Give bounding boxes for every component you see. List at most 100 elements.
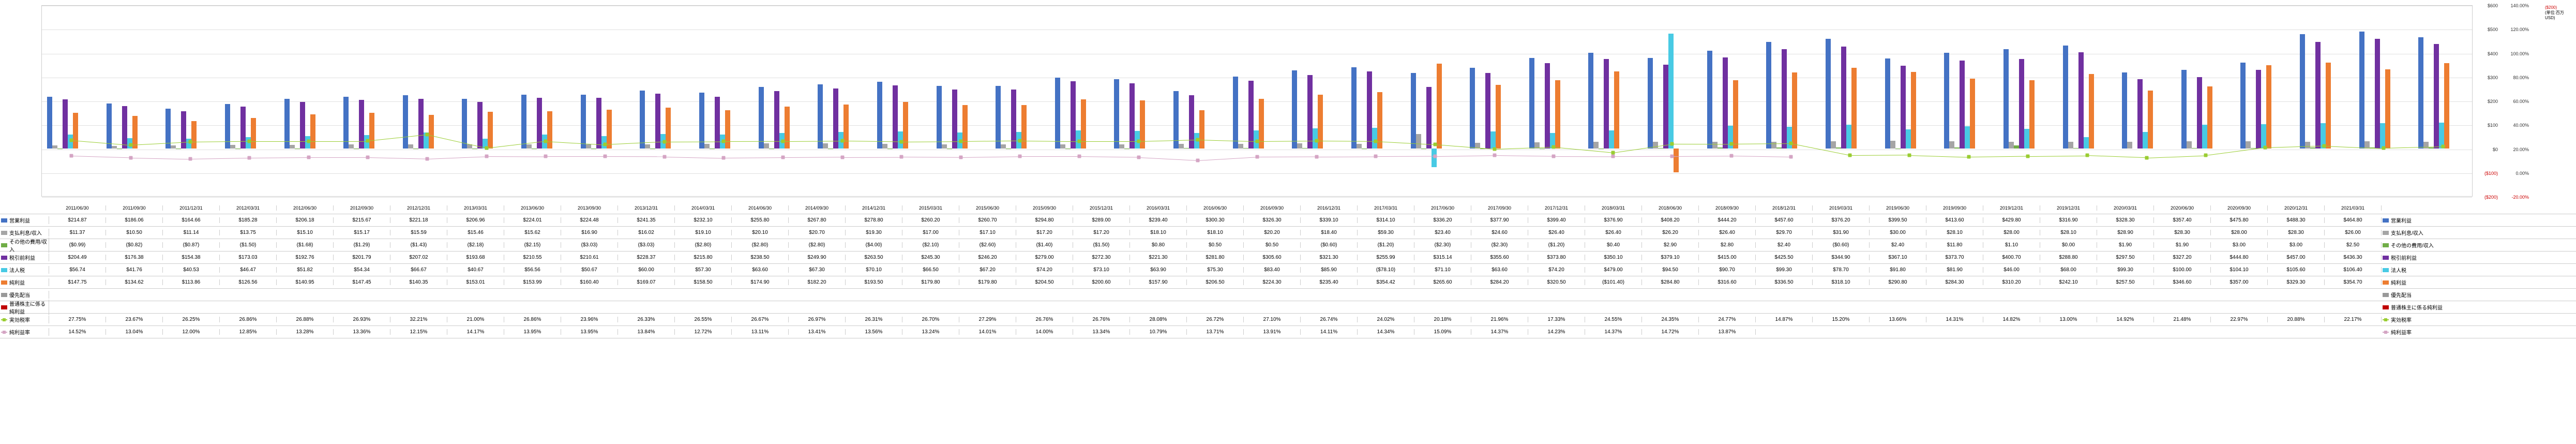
table-cell: $310.20 [1983, 279, 2040, 285]
table-cell: $158.50 [675, 279, 732, 285]
table-cell: $104.10 [2211, 267, 2268, 273]
table-cell: 20.88% [2268, 317, 2325, 322]
table-cell: ($0.99) [49, 242, 106, 248]
row-label-text: 法人税 [9, 268, 25, 274]
period-header: 2013/06/30 [504, 205, 561, 211]
table-cell: 23.67% [106, 317, 163, 322]
bar-支払利息/収入 [2305, 142, 2310, 149]
bar-税引前利益 [1782, 49, 1787, 149]
bar-営業利益 [581, 95, 586, 149]
table-cell: ($3.03) [618, 242, 675, 248]
table-cell: $26.40 [1528, 230, 1585, 235]
bar-税引前利益 [418, 99, 424, 149]
table-cell: $314.10 [1358, 217, 1414, 223]
legend-marker [2383, 280, 2389, 285]
bar-その他の費用/収入 [1836, 147, 1841, 148]
table-cell: 27.75% [49, 317, 106, 322]
bar-支払利息/収入 [1949, 141, 1954, 149]
bar-法人税 [2143, 132, 2148, 148]
financial-chart: ($200)($100)$0$100$200$300$400$500$600-2… [41, 5, 2473, 197]
table-cell: $74.20 [1016, 267, 1073, 273]
bar-支払利息/収入 [1001, 144, 1006, 149]
primary-axis-tick: $600 [2488, 3, 2498, 8]
bar-営業利益 [1233, 77, 1238, 149]
table-cell: $26.20 [1642, 230, 1699, 235]
bar-支払利息/収入 [349, 144, 354, 148]
table-cell: 14.37% [1585, 329, 1642, 335]
bar-支払利息/収入 [1771, 142, 1776, 148]
table-cell: $26.40 [1585, 230, 1642, 235]
secondary-axis-tick: 0.00% [2515, 171, 2529, 176]
bar-税引前利益 [1485, 73, 1490, 149]
legend-marker [1, 293, 7, 297]
table-cell: $400.70 [1983, 255, 2040, 260]
bar-純利益 [785, 107, 790, 149]
bar-純利益 [1496, 85, 1501, 149]
bar-税引前利益 [893, 85, 898, 149]
table-cell: $78.70 [1813, 267, 1870, 273]
table-cell: $210.61 [561, 255, 618, 260]
bar-営業利益 [1707, 51, 1712, 149]
bar-営業利益 [521, 95, 526, 149]
row-label-text: 純利益率 [9, 330, 30, 336]
table-cell: $290.80 [1870, 279, 1926, 285]
table-cell: $31.90 [1813, 230, 1870, 235]
table-cell: 13.24% [902, 329, 959, 335]
bar-法人税 [1313, 128, 1318, 149]
table-cell: 21.00% [447, 317, 504, 322]
table-cell: $415.00 [1699, 255, 1756, 260]
table-cell: 14.23% [1528, 329, 1585, 335]
table-cell: ($0.60) [1813, 242, 1870, 248]
bar-法人税 [2380, 123, 2385, 149]
table-cell: $235.40 [1301, 279, 1358, 285]
row-label-text: 税引前利益 [9, 256, 35, 261]
table-cell: $11.80 [1926, 242, 1983, 248]
axis-unit-label: ($200) (単位:百万USD) [2545, 5, 2573, 20]
bar-支払利息/収入 [1831, 141, 1836, 149]
table-cell: 13.56% [846, 329, 902, 335]
table-cell: $228.37 [618, 255, 675, 260]
primary-axis-unit: (単位:百万USD) [2545, 10, 2573, 20]
table-cell: 28.08% [1130, 317, 1187, 322]
legend-marker [2383, 268, 2389, 272]
table-cell: 17.33% [1528, 317, 1585, 322]
bar-税引前利益 [1129, 83, 1135, 149]
row-label-text-right: 営業利益 [2391, 218, 2412, 224]
table-cell: $249.90 [789, 255, 846, 260]
table-cell: $479.00 [1585, 267, 1642, 273]
period-header: 2012/03/31 [220, 205, 277, 211]
table-cell: ($4.00) [846, 242, 902, 248]
table-cell: $126.56 [220, 279, 277, 285]
table-cell: $105.60 [2268, 267, 2325, 273]
bar-純利益 [2385, 69, 2390, 148]
bar-純利益 [1318, 95, 1323, 149]
row-label-text: その他の費用/収入 [9, 240, 47, 253]
bar-支払利息/収入 [230, 145, 235, 148]
bar-営業利益 [877, 82, 882, 149]
legend-marker [1, 268, 7, 272]
table-cell: 15.20% [1813, 317, 1870, 322]
secondary-axis-tick: 140.00% [2510, 3, 2529, 8]
table-cell: 14.92% [2097, 317, 2154, 322]
table-cell: 22.17% [2325, 317, 2382, 322]
bar-営業利益 [759, 87, 764, 148]
bar-法人税 [1965, 126, 1970, 148]
bar-営業利益 [47, 97, 52, 148]
table-cell: $350.10 [1585, 255, 1642, 260]
table-cell: 24.55% [1585, 317, 1642, 322]
period-header: 2014/12/31 [846, 205, 902, 211]
bar-純利益 [607, 110, 612, 148]
table-cell: $457.60 [1756, 217, 1813, 223]
table-cell: 26.86% [504, 317, 561, 322]
bar-支払利息/収入 [704, 144, 710, 149]
table-cell: $186.06 [106, 217, 163, 223]
bar-税引前利益 [63, 99, 68, 149]
bar-税引前利益 [2434, 44, 2439, 149]
legend-marker [1, 332, 7, 333]
table-cell: $41.76 [106, 267, 163, 273]
table-cell: $140.95 [277, 279, 334, 285]
table-cell: 14.31% [1926, 317, 1983, 322]
legend-marker [2383, 243, 2389, 247]
bar-純利益 [1792, 72, 1797, 148]
period-header: 2020/03/31 [2097, 205, 2154, 211]
